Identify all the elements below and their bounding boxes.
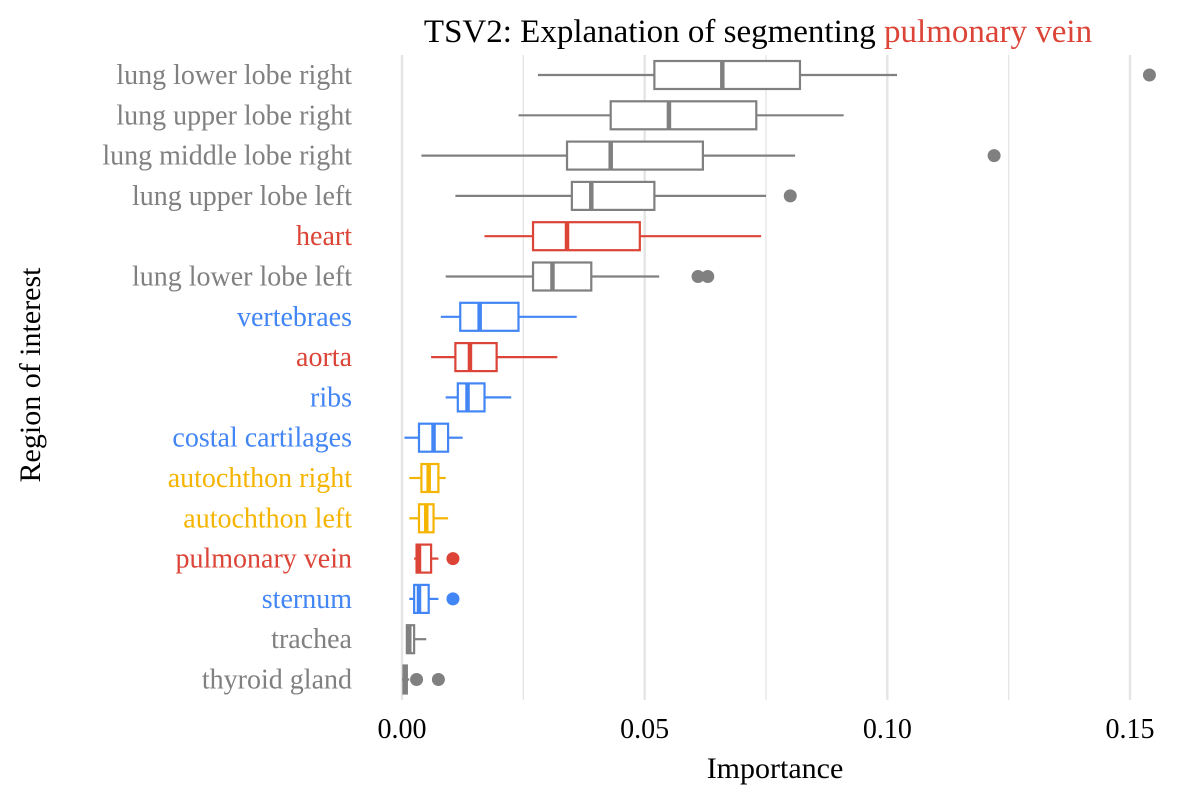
box-vertebraes [440, 301, 577, 332]
outlier-point [431, 673, 445, 686]
box-iqr [570, 180, 656, 211]
y-tick-label: lung lower lobe right [116, 60, 352, 91]
box-iqr [653, 59, 802, 91]
box-iqr [413, 583, 430, 615]
box-aorta [431, 342, 558, 373]
outlier-point [1142, 68, 1156, 82]
y-tick-label: autochthon right [168, 463, 353, 494]
x-tick-label: 0.15 [1106, 714, 1155, 745]
y-tick-label: autochthon left [183, 503, 352, 534]
box-iqr [565, 140, 705, 171]
box-ribs [445, 382, 512, 413]
box-lung-lower-lobe-right [537, 59, 1156, 91]
outlier-point [691, 270, 705, 283]
y-tick-label: costal cartilages [172, 423, 352, 454]
box-autochthon-left [409, 503, 449, 534]
x-tick-label: 0.10 [863, 714, 912, 745]
box-heart [484, 221, 762, 252]
y-axis-title: Region of interest [14, 267, 47, 483]
chart-title-prefix: TSV2: Explanation of segmenting [424, 14, 884, 50]
chart-title: TSV2: Explanation of segmenting pulmonar… [424, 14, 1092, 50]
outlier-point [701, 270, 715, 283]
y-tick-label: vertebraes [237, 302, 352, 333]
box-pulmonary-vein [414, 543, 460, 574]
y-tick-label: ribs [310, 382, 352, 413]
y-tick-label: lung upper lobe left [132, 181, 352, 212]
box-iqr [531, 221, 641, 252]
box-lung-upper-lobe-right [518, 100, 844, 131]
y-tick-label: thyroid gland [202, 665, 352, 696]
box-lung-lower-lobe-left [445, 261, 715, 292]
box-iqr [609, 100, 758, 131]
box-layer [402, 59, 1156, 695]
outlier-point [783, 189, 797, 203]
y-tick-label: lung lower lobe left [132, 262, 352, 293]
box-lung-middle-lobe-right [421, 140, 1001, 171]
outlier-point [446, 592, 460, 606]
box-autochthon-right [409, 462, 446, 494]
outlier-point [446, 552, 460, 566]
x-tick-label: 0.05 [620, 714, 669, 745]
outlier-point [987, 149, 1001, 163]
y-tick-label: pulmonary vein [175, 544, 352, 575]
outlier-point [410, 673, 424, 686]
box-trachea [405, 624, 427, 655]
y-tick-label: lung middle lobe right [102, 141, 352, 172]
box-lung-upper-lobe-left [455, 180, 797, 211]
y-tick-label: sternum [262, 584, 352, 615]
box-iqr [531, 261, 593, 292]
label-layer: 0.00 0.05 0.10 0.15 lung lower lobe right lun… [102, 60, 1154, 745]
chart-title-highlight: pulmonary vein [884, 14, 1092, 50]
y-tick-label: heart [296, 221, 352, 252]
box-sternum [409, 583, 460, 615]
y-tick-label: aorta [296, 342, 353, 373]
x-tick-label: 0.00 [378, 714, 427, 745]
y-tick-label: trachea [271, 624, 352, 655]
x-axis-title: Importance [707, 752, 844, 785]
box-iqr [456, 382, 486, 413]
box-thyroid-gland [402, 664, 445, 695]
box-costal-cartilages [404, 422, 463, 453]
box-iqr [454, 342, 498, 373]
y-tick-label: lung upper lobe right [116, 100, 352, 131]
box-iqr [459, 301, 520, 332]
grid-layer [400, 55, 1132, 700]
